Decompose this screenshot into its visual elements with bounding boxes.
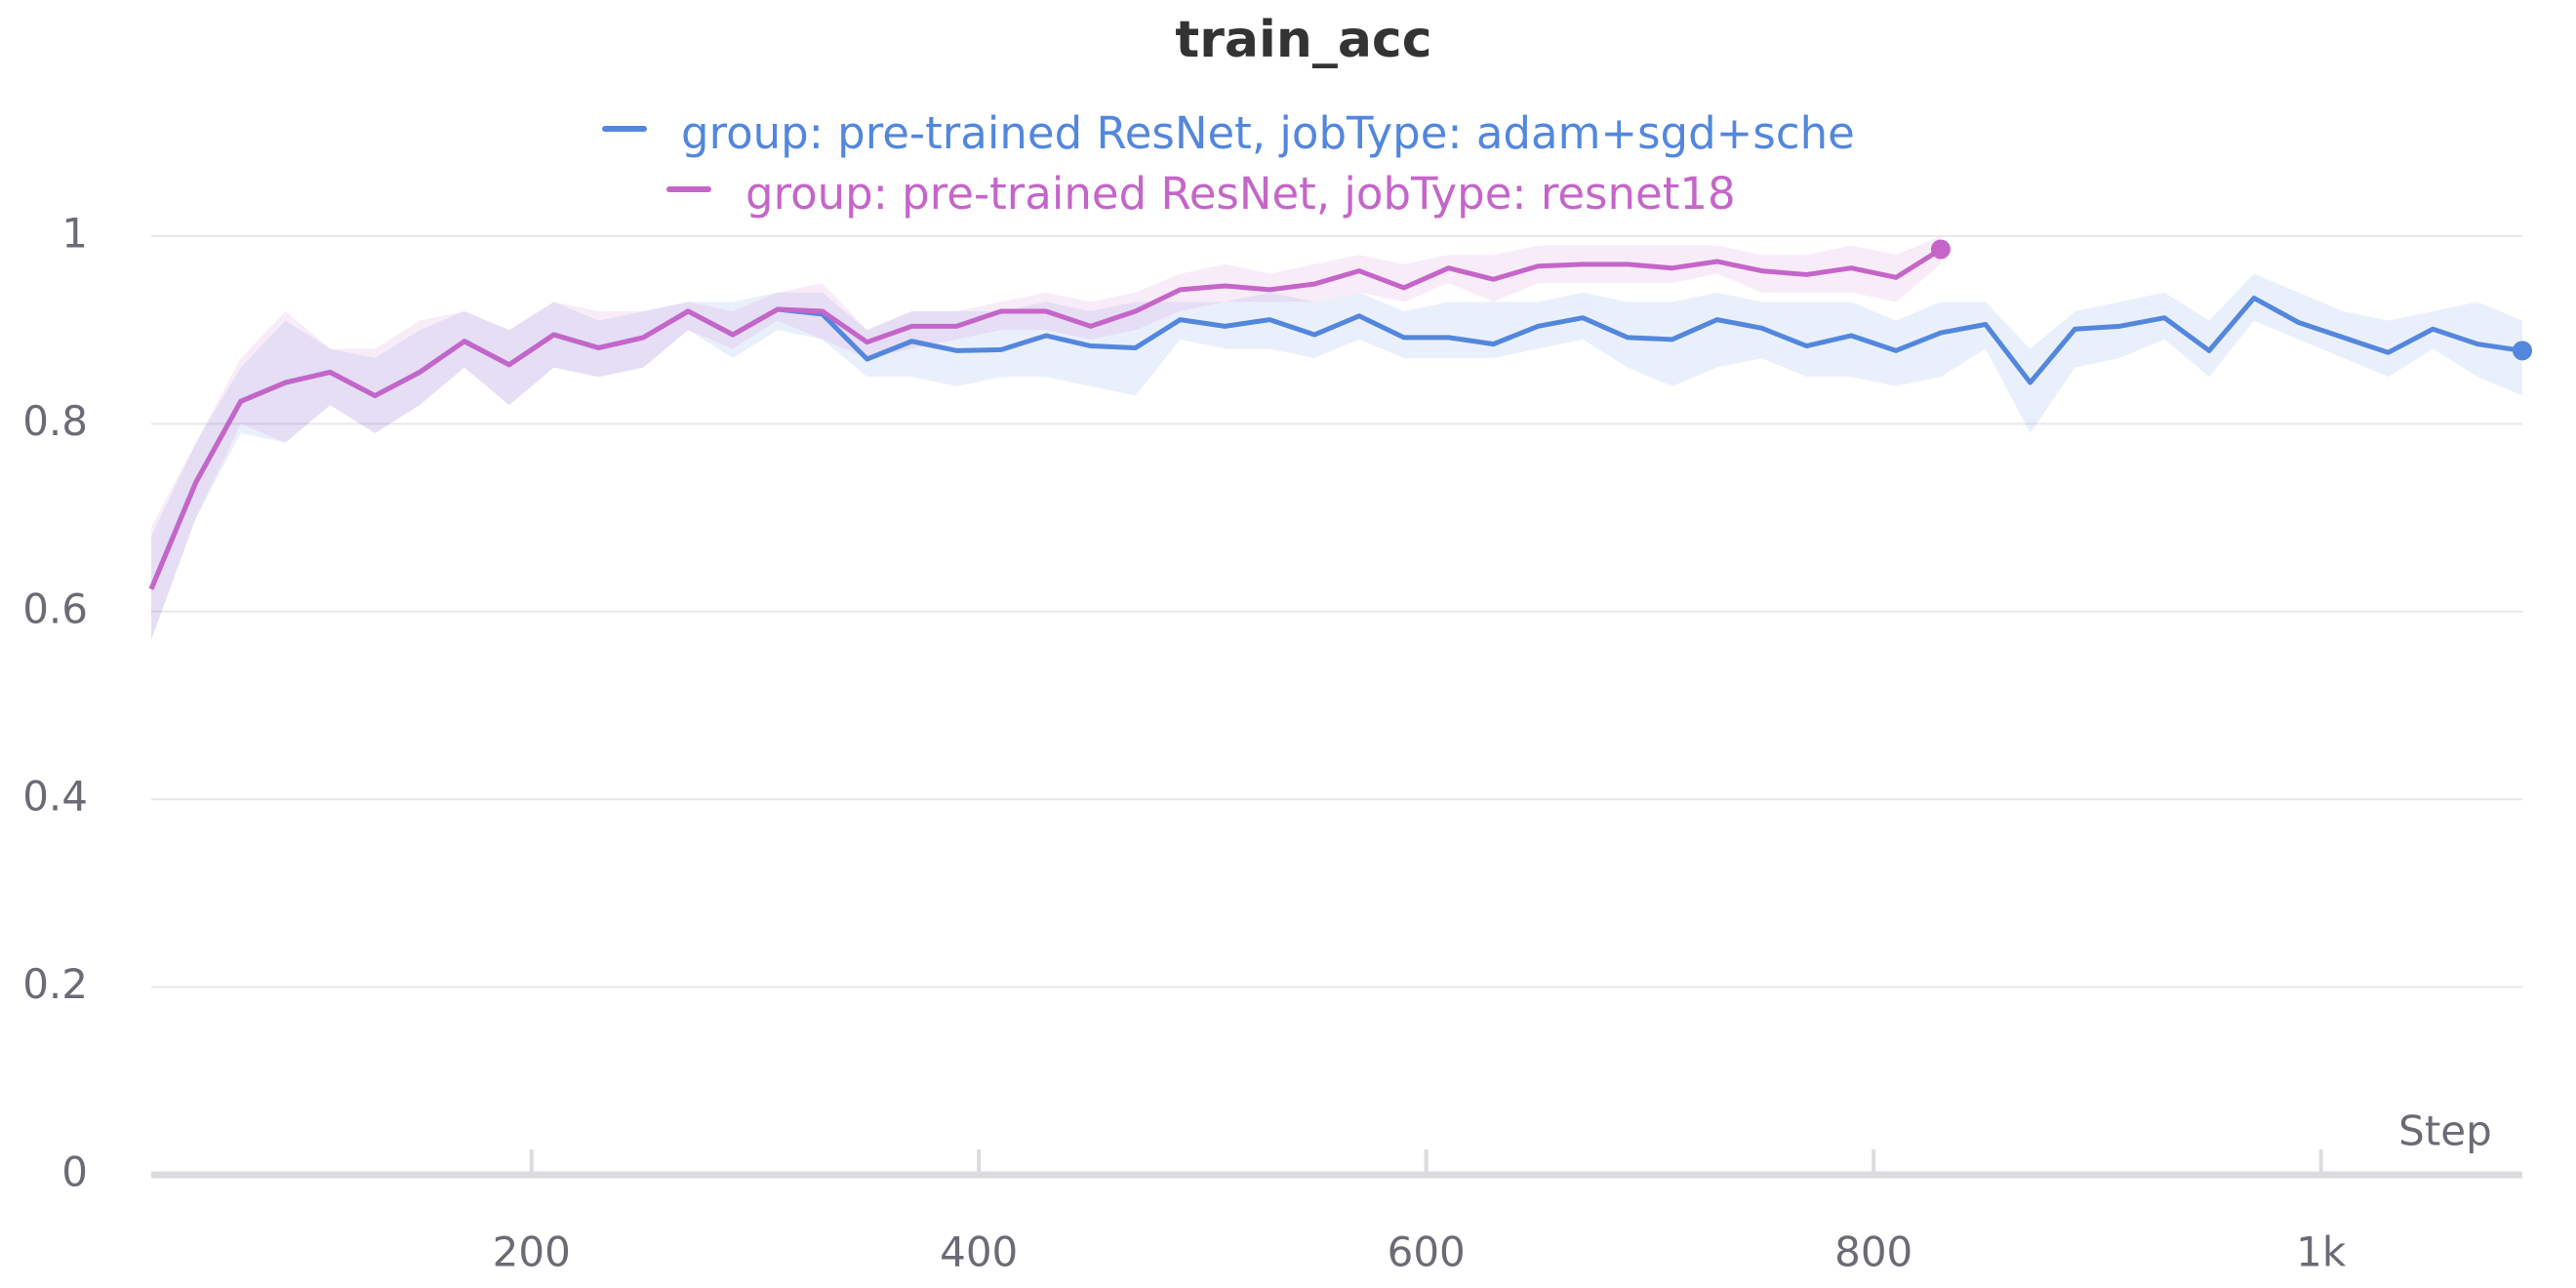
confidence-band (375, 320, 421, 434)
confidence-band (1001, 302, 1046, 378)
confidence-band (2074, 302, 2120, 368)
x-tick-label: 1k (2296, 1228, 2347, 1276)
x-tick-label: 200 (493, 1228, 571, 1276)
confidence-band (1225, 263, 1270, 302)
y-tick-label: 0.8 (22, 397, 88, 445)
confidence-band (1716, 292, 1762, 368)
confidence-band (1896, 236, 1941, 302)
confidence-band (2388, 310, 2434, 378)
end-point (1930, 239, 1951, 260)
confidence-band (1269, 263, 1315, 302)
confidence-band (1985, 302, 2031, 434)
confidence-band (2298, 292, 2344, 359)
confidence-band (330, 348, 376, 434)
confidence-band (1671, 292, 1717, 386)
confidence-band (285, 320, 331, 443)
confidence-band (330, 348, 376, 434)
confidence-band (508, 302, 554, 406)
confidence-band (822, 283, 867, 359)
y-tick-label: 1 (61, 210, 88, 258)
confidence-band (1448, 302, 1494, 359)
confidence-band (2433, 302, 2478, 378)
confidence-band (1090, 292, 1136, 340)
confidence-band (733, 292, 778, 359)
confidence-band (1940, 302, 1986, 378)
y-tick-label: 0 (61, 1148, 88, 1196)
chart-title: train_acc (1175, 11, 1431, 69)
confidence-band (1716, 245, 1762, 293)
confidence-band (911, 310, 957, 349)
x-axis-label: Step (2398, 1107, 2492, 1155)
confidence-band (463, 310, 509, 406)
confidence-band (1628, 302, 1672, 386)
series-line (148, 247, 1943, 590)
confidence-band (2253, 273, 2299, 340)
x-tick-label: 600 (1388, 1228, 1466, 1276)
y-tick-label: 0.2 (22, 960, 88, 1008)
confidence-band (1403, 302, 1449, 359)
confidence-band (240, 310, 286, 443)
end-point (2513, 341, 2532, 361)
legend-label: group: pre-trained ResNet, jobType: adam… (681, 107, 1855, 159)
y-tick-label: 0.6 (22, 584, 88, 632)
confidence-band (240, 320, 286, 443)
confidence-band (508, 302, 554, 406)
x-tick-label: 800 (1834, 1228, 1912, 1276)
confidence-band (1045, 292, 1091, 340)
confidence-band (1448, 255, 1494, 302)
confidence-band (777, 292, 823, 340)
confidence-band (911, 310, 957, 386)
confidence-band (463, 310, 509, 406)
y-tick-label: 0.4 (22, 773, 88, 821)
legend-label: group: pre-trained ResNet, jobType: resn… (745, 168, 1736, 220)
confidence-band (2119, 292, 2165, 359)
x-tick-label: 400 (940, 1228, 1018, 1276)
confidence-band (1493, 302, 1539, 359)
